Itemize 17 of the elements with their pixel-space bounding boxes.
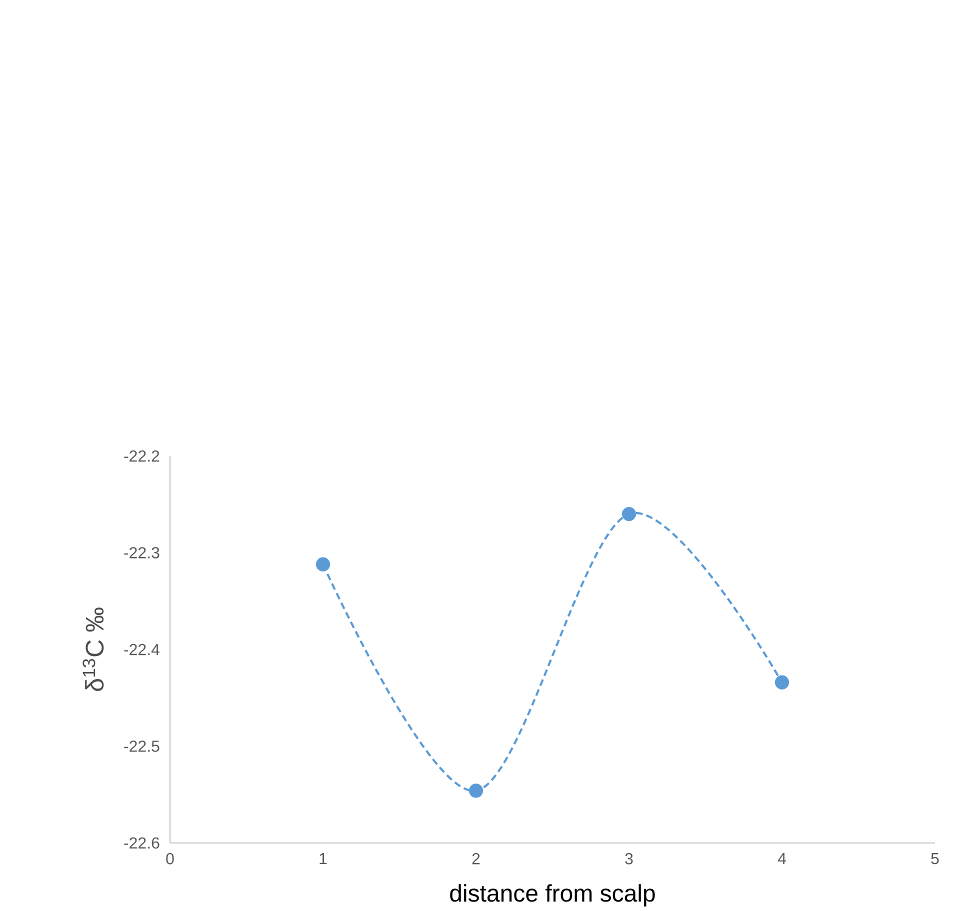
point	[622, 506, 636, 522]
y-tick-label: -22.3	[124, 547, 160, 558]
point	[316, 557, 330, 572]
y-tick-label: -22.5	[124, 740, 160, 752]
x-tick-label: 5	[931, 853, 939, 864]
point	[468, 784, 484, 798]
x-tick-label: 3	[625, 853, 633, 864]
x-axis-title: distance from scalp	[450, 884, 655, 907]
x-tick-label: 1	[320, 853, 327, 864]
y-tick-label: -22.2	[124, 450, 160, 462]
y-tick-label: -22.4	[124, 644, 160, 656]
point	[774, 675, 790, 690]
y-axis-title: δ$^{13}$C ‰	[82, 608, 104, 691]
y-tick-label: -22.6	[124, 837, 160, 849]
x-tick-label: 2	[472, 853, 480, 864]
x-tick-label: 4	[778, 853, 786, 864]
x-tick-label: 0	[166, 853, 174, 864]
